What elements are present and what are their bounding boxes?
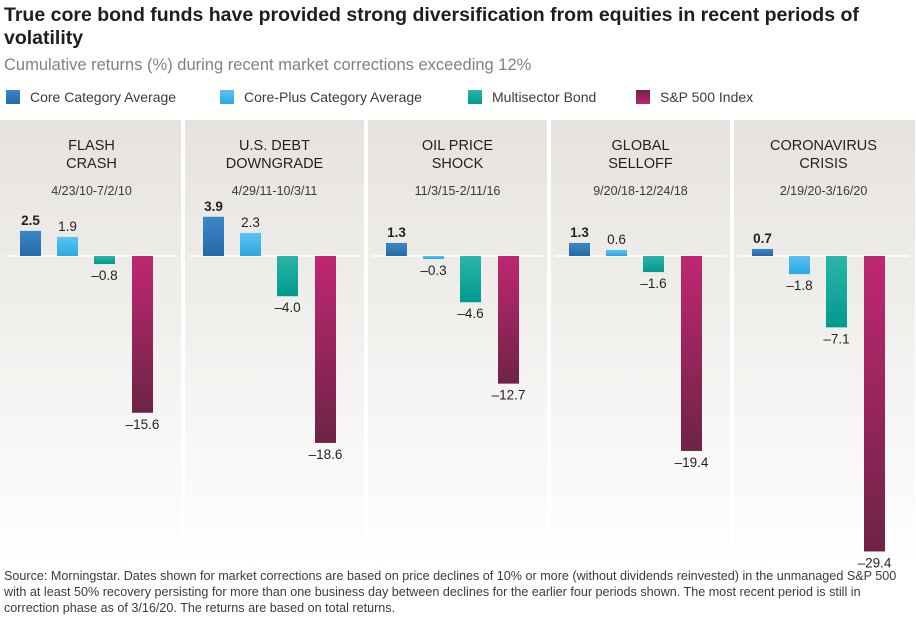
panel-title-line: CRISIS — [799, 156, 847, 172]
legend-swatch-sp500 — [636, 90, 650, 104]
panel-divider — [181, 120, 185, 568]
panel-1: FLASH CRASH 4/23/10-7/2/10 2.5 1.9 –0.8 –15.6 — [0, 120, 183, 568]
panel-divider — [364, 120, 368, 568]
bar-s-p-500-index — [315, 256, 336, 443]
panel-title-line: CORONAVIRUS — [770, 138, 877, 154]
panel-title-line: FLASH — [68, 138, 115, 154]
panel-title-line: CRASH — [66, 156, 117, 172]
bar-s-p-500-index — [498, 256, 519, 384]
data-label: –4.0 — [274, 300, 300, 315]
bar-core-plus-category-average — [789, 256, 810, 275]
bar-core-category-average — [569, 242, 590, 256]
data-label: 0.7 — [753, 231, 772, 246]
bar-chart: FLASH CRASH 4/23/10-7/2/10 2.5 1.9 –0.8 –15.6 U… — [0, 120, 915, 568]
bar-s-p-500-index — [132, 256, 153, 413]
panel-title-line: SELLOFF — [608, 156, 673, 172]
panel-title-line: OIL PRICE — [422, 138, 494, 154]
data-label: –0.3 — [420, 263, 446, 278]
data-label: 2.5 — [21, 213, 40, 228]
data-label: –18.6 — [309, 447, 343, 462]
panel-2: U.S. DEBT DOWNGRADE 4/29/11-10/3/11 3.9 2.3 –… — [181, 120, 366, 568]
panel-title-line: U.S. DEBT — [239, 138, 310, 154]
legend-swatch-core — [6, 90, 20, 104]
panel-3: OIL PRICE SHOCK 11/3/15-2/11/16 1.3 –0.3 –4.6… — [364, 120, 549, 568]
data-label: 0.6 — [607, 232, 626, 247]
legend-item-core-plus: Core-Plus Category Average — [220, 89, 422, 105]
bar-core-plus-category-average — [57, 236, 78, 256]
data-label: 1.3 — [570, 225, 589, 240]
source-note: Source: Morningstar. Dates shown for mar… — [4, 569, 897, 615]
legend-label-core-plus: Core-Plus Category Average — [244, 89, 422, 105]
panel-divider — [730, 120, 734, 568]
bar-multisector-bond — [643, 256, 664, 273]
panel-4: GLOBAL SELLOFF 9/20/18-12/24/18 1.3 0.6 –1.6 –… — [547, 120, 732, 568]
data-label: 1.3 — [387, 225, 406, 240]
legend-label-multisector: Multisector Bond — [492, 89, 597, 105]
bar-core-category-average — [203, 216, 224, 256]
bar-core-plus-category-average — [240, 232, 261, 256]
bar-core-category-average — [386, 242, 407, 256]
panel-title-line: DOWNGRADE — [226, 156, 324, 172]
data-label: –7.1 — [823, 331, 849, 346]
chart-title: True core bond funds have provided stron… — [4, 4, 859, 49]
bar-multisector-bond — [826, 256, 847, 328]
bar-multisector-bond — [460, 256, 481, 303]
legend-label-core: Core Category Average — [30, 89, 177, 105]
bar-s-p-500-index — [864, 256, 885, 552]
legend-swatch-multisector — [468, 90, 482, 104]
data-label: 2.3 — [241, 215, 260, 230]
legend-item-multisector: Multisector Bond — [468, 89, 596, 105]
panel-dates: 9/20/18-12/24/18 — [593, 184, 688, 198]
data-label: –1.8 — [786, 278, 812, 293]
panel-dates: 2/19/20-3/16/20 — [780, 184, 868, 198]
data-label: –12.7 — [492, 388, 526, 403]
bar-multisector-bond — [94, 256, 115, 265]
bar-core-plus-category-average — [606, 249, 627, 256]
bar-core-category-average — [20, 230, 41, 256]
legend-item-core: Core Category Average — [6, 89, 176, 105]
panel-dates: 11/3/15-2/11/16 — [415, 184, 501, 198]
data-label: –0.8 — [91, 268, 117, 283]
data-label: –15.6 — [126, 417, 160, 432]
panel-dates: 4/23/10-7/2/10 — [51, 184, 132, 198]
bar-s-p-500-index — [681, 256, 702, 451]
panel-title-line: GLOBAL — [611, 138, 669, 154]
legend-swatch-core-plus — [220, 90, 234, 104]
panel-dates: 4/29/11-10/3/11 — [232, 184, 318, 198]
data-label: 1.9 — [58, 219, 77, 234]
bar-core-plus-category-average — [423, 256, 444, 260]
data-label: –19.4 — [675, 455, 709, 470]
legend-label-sp500: S&P 500 Index — [660, 89, 754, 105]
legend: Core Category Average Core-Plus Category… — [6, 89, 906, 109]
panel-divider — [547, 120, 551, 568]
panel-title-line: SHOCK — [432, 156, 484, 172]
panel-5: CORONAVIRUS CRISIS 2/19/20-3/16/20 0.7 –1.8 –… — [730, 120, 915, 568]
data-label: –29.4 — [858, 555, 892, 568]
legend-item-sp500: S&P 500 Index — [636, 89, 753, 105]
bar-multisector-bond — [277, 256, 298, 297]
data-label: –1.6 — [640, 276, 666, 291]
data-label: 3.9 — [204, 199, 223, 214]
data-label: –4.6 — [457, 306, 483, 321]
bar-core-category-average — [752, 248, 773, 256]
chart-subtitle: Cumulative returns (%) during recent mar… — [4, 56, 532, 74]
